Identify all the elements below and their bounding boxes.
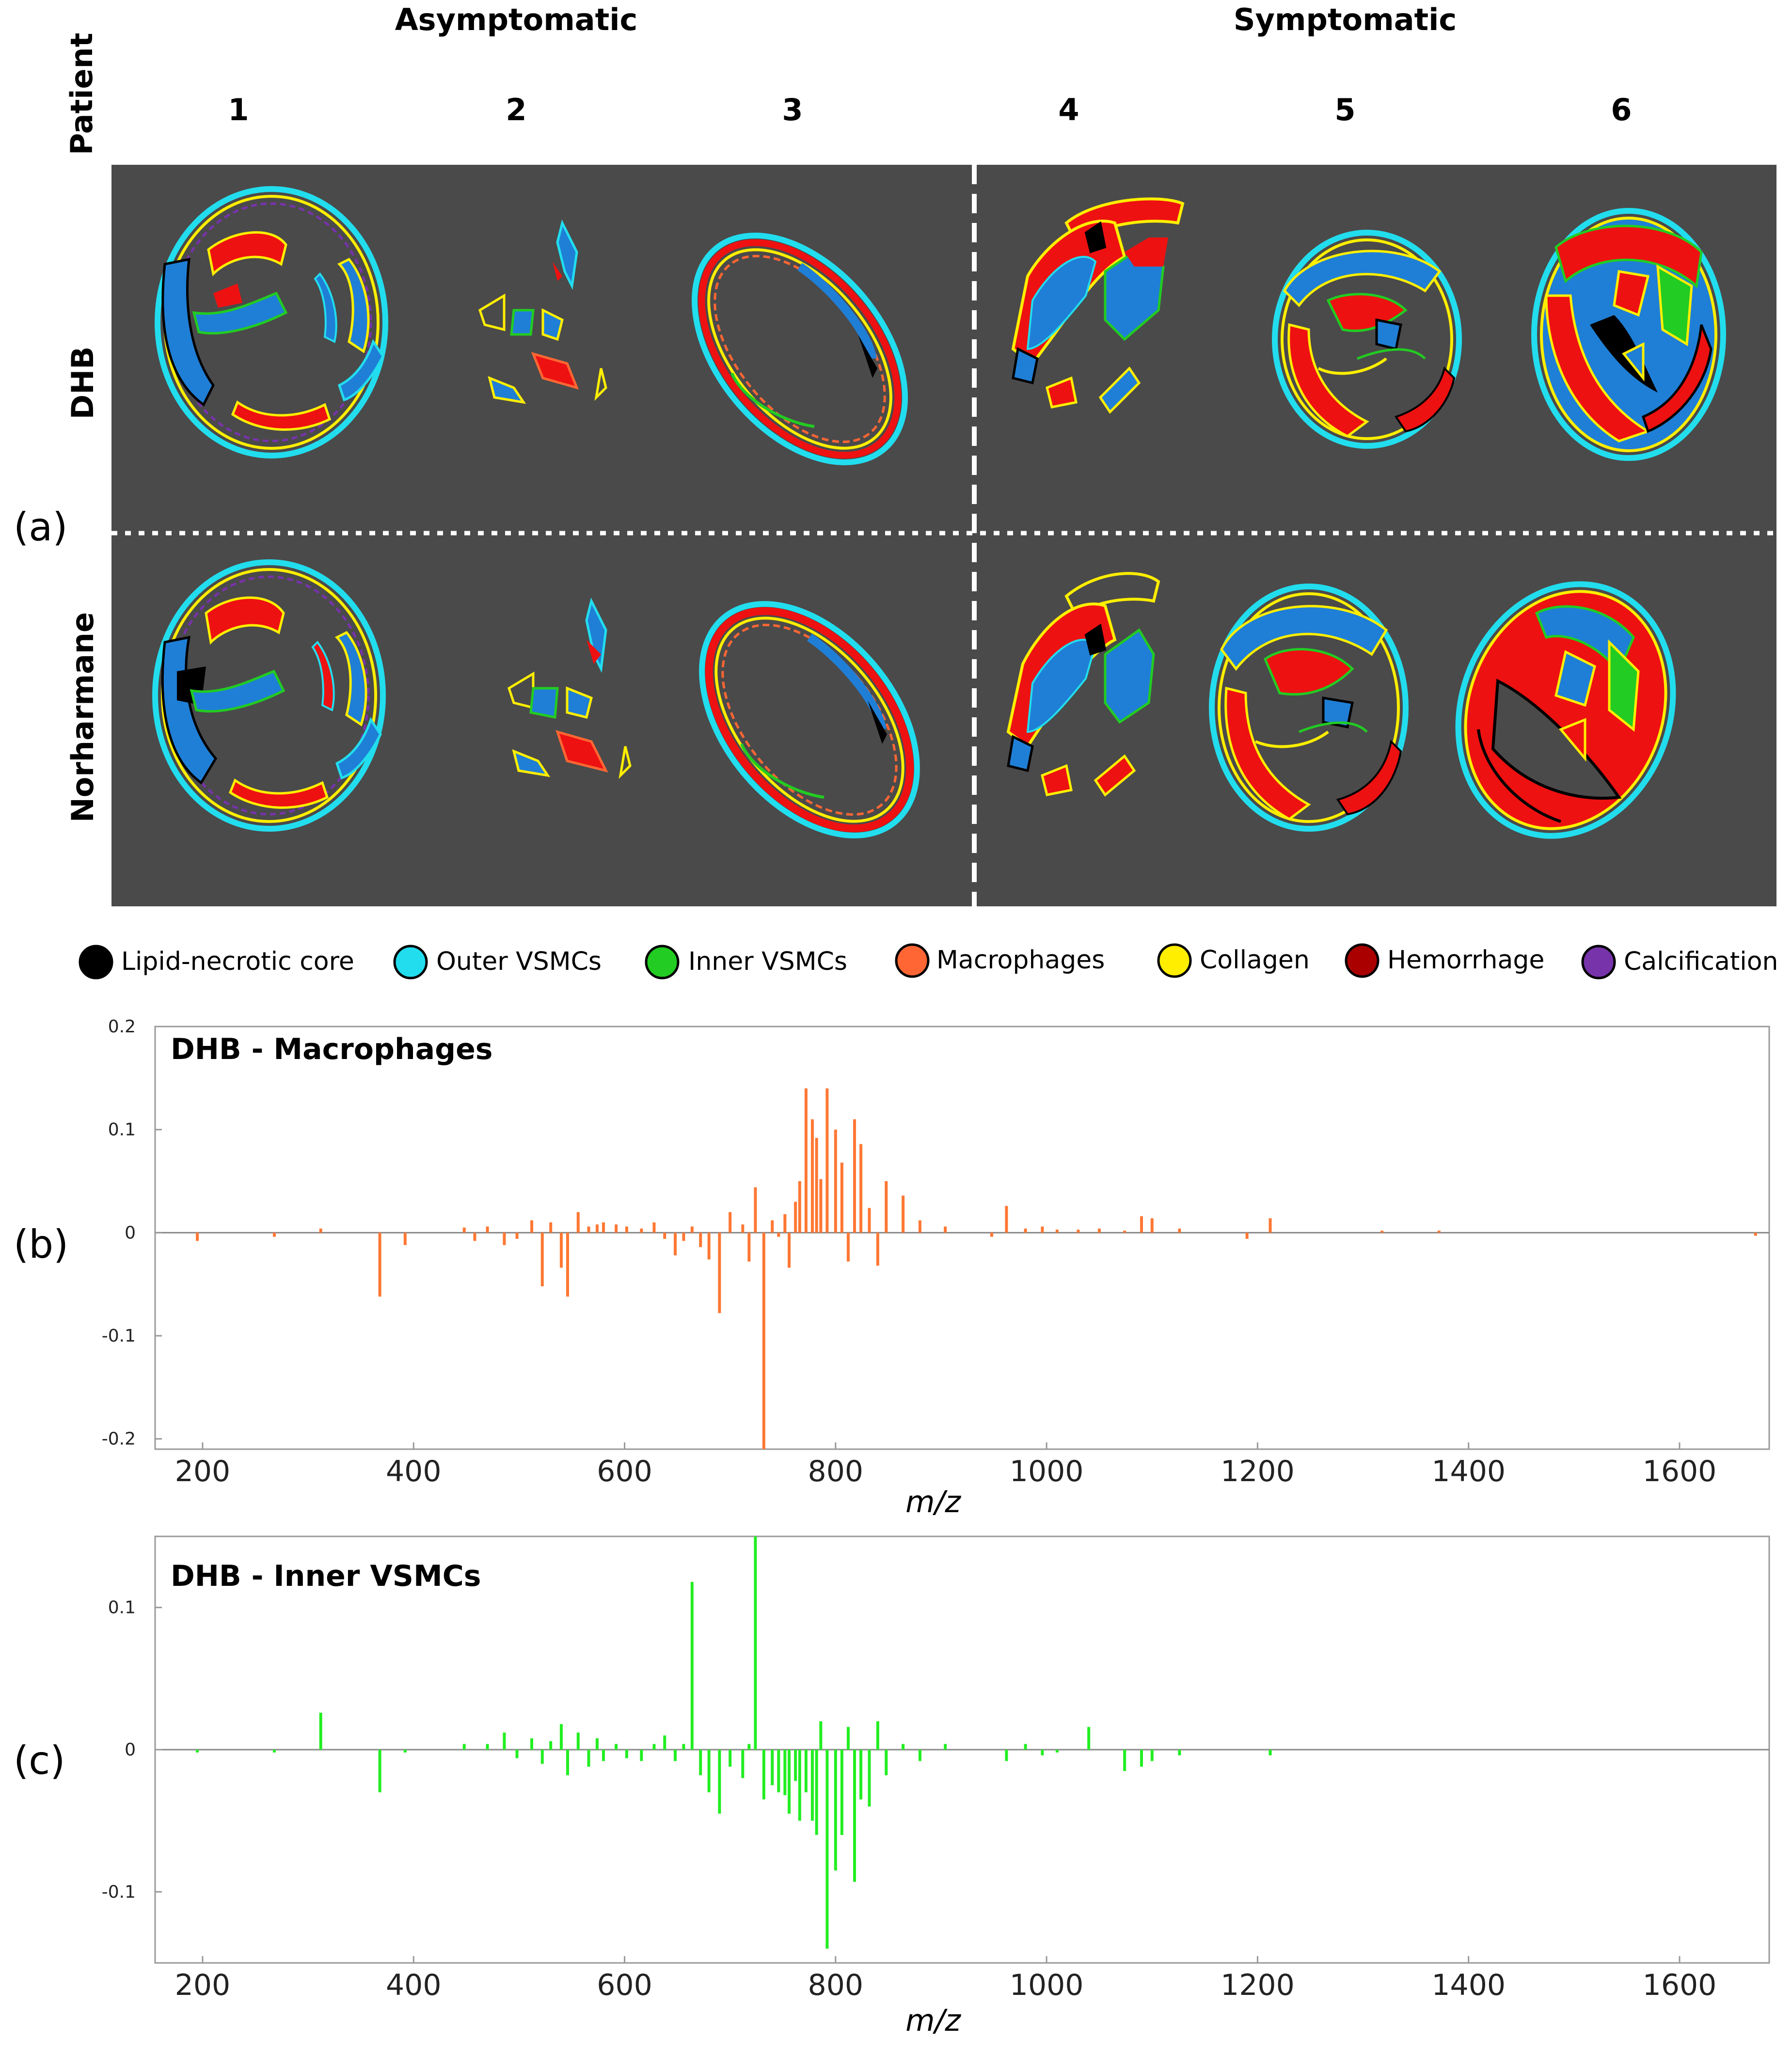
tissue-norharmane-patient-3 <box>699 601 920 838</box>
x-tick-label: 1400 <box>1431 1968 1506 2002</box>
x-axis-label: m/z <box>905 2003 961 2038</box>
y-tick-label: -0.1 <box>102 1882 136 1902</box>
x-tick-label: 1400 <box>1431 1454 1506 1488</box>
legend-swatch <box>895 943 930 978</box>
group-symptomatic: Symptomatic <box>1234 2 1457 37</box>
panel-label-a: (a) <box>14 505 67 550</box>
bars <box>196 1536 1272 1949</box>
legend-label: Outer VSMCs <box>436 947 602 976</box>
x-tick-label: 1600 <box>1643 1968 1717 2002</box>
tissue-dhb-patient-3 <box>692 233 908 465</box>
legend-label: Inner VSMCs <box>688 947 847 976</box>
x-tick-label: 600 <box>597 1968 652 2002</box>
x-tick-label: 1000 <box>1010 1454 1084 1488</box>
patient-number-4: 4 <box>1058 92 1079 127</box>
legend-label: Lipid-necrotic core <box>121 947 354 976</box>
y-tick-label: -0.2 <box>102 1429 136 1449</box>
legend-item-collagen: Collagen <box>1157 943 1310 978</box>
x-tick-label: 200 <box>175 1968 231 2002</box>
x-tick-label: 200 <box>175 1454 231 1488</box>
legend-item-outer-vsmcs: Outer VSMCs <box>393 945 602 980</box>
y-tick-label: 0.2 <box>108 1017 136 1037</box>
legend-item-calcification: Calcification <box>1581 945 1778 980</box>
legend-label: Calcification <box>1624 947 1778 976</box>
legend-swatch <box>79 945 113 980</box>
legend-swatch <box>1581 945 1616 980</box>
legend-label: Collagen <box>1200 946 1310 975</box>
patient-number-5: 5 <box>1334 92 1355 127</box>
row-label-dhb: DHB <box>65 347 100 420</box>
x-tick-label: 1200 <box>1221 1454 1295 1488</box>
y-tick-label: 0.1 <box>108 1120 136 1140</box>
legend-swatch <box>1345 943 1380 978</box>
x-ticks: 200 400 600 800 1000 1200 1400 1600 <box>175 1442 1717 1488</box>
patient-number-3: 3 <box>782 92 803 127</box>
legend: Lipid-necrotic core Outer VSMCs Inner VS… <box>79 943 1778 980</box>
panel-label-b: (b) <box>14 1222 68 1267</box>
y-ticks: 0.1 0 -0.1 <box>102 1598 162 1902</box>
row-label-norharmane: Norharmane <box>65 612 100 822</box>
x-tick-label: 1000 <box>1010 1968 1084 2002</box>
x-ticks: 200 400 600 800 1000 1200 1400 1600 <box>175 1956 1717 2002</box>
x-tick-label: 400 <box>386 1454 442 1488</box>
chart-title: DHB - Macrophages <box>171 1032 493 1066</box>
tissue-dhb-patient-6 <box>1531 208 1726 461</box>
y-tick-label: 0 <box>125 1223 136 1243</box>
y-tick-label: -0.1 <box>102 1326 136 1346</box>
tissue-image-grid <box>111 165 1776 906</box>
tissue-norharmane-patient-1 <box>152 559 386 832</box>
tissue-norharmane-patient-4 <box>1006 572 1160 797</box>
panel-label-c: (c) <box>14 1738 65 1783</box>
tissue-dhb-patient-4 <box>1011 197 1185 414</box>
tissue-norharmane-patient-5 <box>1209 584 1409 832</box>
x-tick-label: 1600 <box>1643 1454 1717 1488</box>
legend-swatch <box>645 945 680 980</box>
tissue-dhb-patient-5 <box>1272 230 1462 449</box>
spectrum-chart-dhb-inner-vsmcs: DHB - Inner VSMCs 0.1 0 -0.1 200 400 600 800 1… <box>102 1535 1770 2038</box>
legend-item-inner-vsmcs: Inner VSMCs <box>645 945 847 980</box>
patient-number-1: 1 <box>228 92 249 127</box>
bars <box>196 1088 1757 1449</box>
tissue-norharmane-patient-2 <box>507 597 632 779</box>
legend-swatch <box>393 945 428 980</box>
y-ticks: 0.2 0.1 0 -0.1 -0.2 <box>102 1017 162 1449</box>
tissue-norharmane-patient-6 <box>1455 581 1676 839</box>
x-tick-label: 800 <box>808 1454 864 1488</box>
legend-item-hemorrhage: Hemorrhage <box>1345 943 1544 978</box>
y-tick-label: 0.1 <box>108 1598 136 1618</box>
x-axis-label: m/z <box>905 1484 961 1519</box>
tissue-dhb-patient-2 <box>478 219 607 404</box>
patient-number-2: 2 <box>506 92 526 127</box>
legend-swatch <box>1157 943 1192 978</box>
legend-item-lipid-necrotic-core: Lipid-necrotic core <box>79 945 354 980</box>
tissue-dhb-patient-1 <box>155 186 388 458</box>
x-tick-label: 600 <box>597 1454 652 1488</box>
x-tick-label: 400 <box>386 1968 442 2002</box>
patient-label: Patient <box>64 33 99 155</box>
group-asymptomatic: Asymptomatic <box>395 2 638 37</box>
legend-label: Hemorrhage <box>1387 946 1544 975</box>
x-tick-label: 800 <box>808 1968 864 2002</box>
legend-label: Macrophages <box>936 946 1105 975</box>
y-tick-label: 0 <box>125 1740 136 1760</box>
chart-title: DHB - Inner VSMCs <box>171 1559 481 1593</box>
x-tick-label: 1200 <box>1221 1968 1295 2002</box>
legend-item-macrophages: Macrophages <box>895 943 1105 978</box>
plot-frame <box>154 1026 1770 1450</box>
spectrum-chart-dhb-macrophages: DHB - Macrophages 0.2 0.1 0 -0.1 -0.2 200 400… <box>102 1017 1770 1519</box>
patient-number-6: 6 <box>1611 92 1632 127</box>
